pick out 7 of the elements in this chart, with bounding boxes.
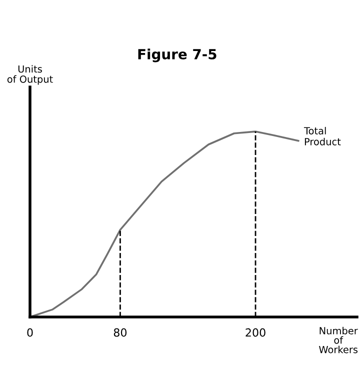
x-tick-label: 0 — [27, 328, 33, 337]
x-tick-label: 80 — [114, 328, 127, 337]
series-label: Total Product — [304, 126, 341, 146]
x-axis-title: Number of Workers — [319, 326, 358, 354]
x-tick-label: 200 — [246, 328, 266, 337]
chart-title: Figure 7-5 — [138, 48, 216, 62]
y-axis-title: Units of Output — [7, 65, 53, 85]
